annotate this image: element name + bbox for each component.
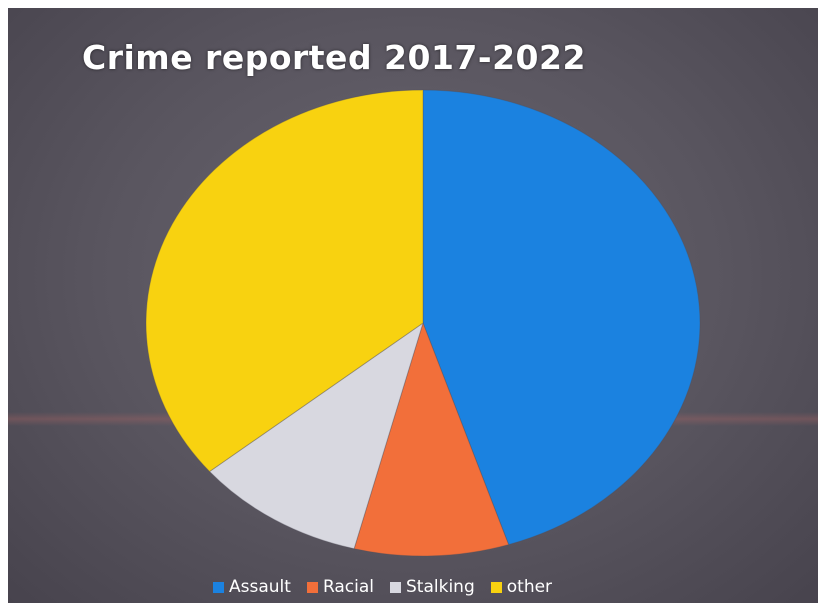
- legend-label: Stalking: [406, 577, 475, 597]
- chart-legend: Assault Racial Stalking other: [213, 577, 552, 597]
- legend-label: other: [506, 577, 553, 597]
- legend-swatch: [490, 581, 502, 593]
- legend-item-racial: Racial: [306, 577, 375, 597]
- legend-label: Assault: [229, 577, 291, 597]
- chart-frame: Crime reported 2017-2022 Assault Racial St…: [8, 8, 818, 603]
- pie-slice-racial: [353, 321, 510, 557]
- legend-swatch: [213, 581, 224, 593]
- chart-title: Crime reported 2017-2022: [82, 38, 586, 77]
- pie-slices: [145, 89, 701, 557]
- pie-chart: [145, 89, 701, 557]
- legend-item-assault: Assault: [213, 577, 291, 597]
- legend-item-other: other: [490, 577, 553, 597]
- legend-swatch: [390, 581, 402, 593]
- pie-slice-stalking: [208, 321, 424, 550]
- pie-slice-assault: [422, 89, 701, 546]
- legend-swatch: [306, 581, 318, 593]
- legend-label: Racial: [322, 577, 375, 597]
- legend-item-stalking: Stalking: [390, 577, 475, 597]
- pie-slice-other: [145, 89, 424, 473]
